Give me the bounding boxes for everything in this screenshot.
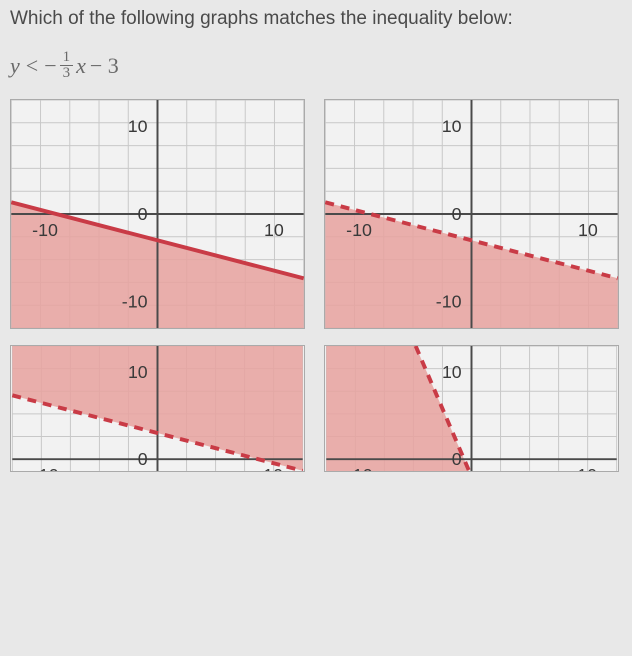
svg-text:0: 0 — [138, 204, 148, 224]
svg-text:-10: -10 — [122, 292, 148, 312]
graph-option-a[interactable]: 10 0 -10 10 -10 — [10, 99, 308, 329]
graph-option-b[interactable]: 10 0 -10 10 -10 — [324, 99, 622, 329]
graph-grid: 100-1010-10 100-1010-10 100-1010 100-101… — [10, 99, 622, 472]
svg-text:10: 10 — [264, 220, 284, 240]
svg-text:-10: -10 — [347, 465, 373, 472]
ineq-neg: − — [44, 53, 56, 79]
question-text: Which of the following graphs matches th… — [10, 8, 622, 30]
svg-text:10: 10 — [578, 220, 598, 240]
svg-text:-10: -10 — [436, 292, 462, 312]
ineq-var: x — [76, 53, 86, 79]
graph-option-c[interactable]: 10 0 -10 10 — [10, 345, 308, 472]
svg-text:10: 10 — [442, 362, 462, 382]
svg-text:10: 10 — [577, 465, 597, 472]
inequality-expression: y < − 1 3 x − 3 — [10, 50, 622, 81]
svg-text:-10: -10 — [33, 465, 59, 472]
graph-option-d[interactable]: 10 0 -10 10 — [324, 345, 622, 472]
ineq-const: − 3 — [90, 53, 119, 79]
ineq-op: < — [26, 53, 38, 79]
frac-num: 1 — [60, 50, 74, 66]
svg-text:-10: -10 — [346, 220, 372, 240]
svg-text:10: 10 — [128, 362, 148, 382]
svg-text:-10: -10 — [32, 220, 58, 240]
svg-text:10: 10 — [128, 116, 148, 136]
ineq-fraction: 1 3 — [60, 50, 74, 81]
ineq-lhs: y — [10, 53, 20, 79]
svg-text:0: 0 — [452, 204, 462, 224]
frac-den: 3 — [60, 66, 74, 81]
svg-text:0: 0 — [452, 449, 462, 469]
svg-text:10: 10 — [442, 116, 462, 136]
svg-text:10: 10 — [263, 465, 283, 472]
svg-text:0: 0 — [138, 449, 148, 469]
